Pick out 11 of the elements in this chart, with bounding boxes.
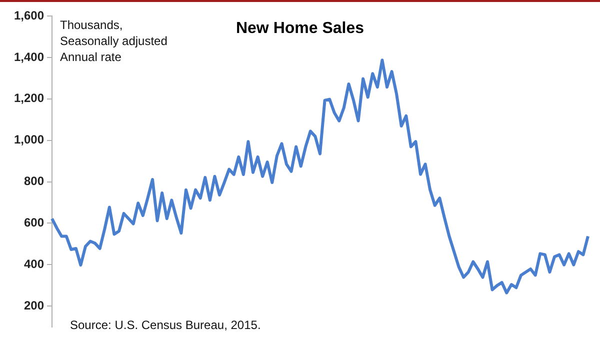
y-tick-label: 800	[24, 174, 44, 188]
chart-title: New Home Sales	[236, 20, 364, 37]
y-tick-label: 1,400	[14, 50, 44, 64]
y-tick-label: 1,200	[14, 91, 44, 106]
y-tick-label: 400	[24, 256, 44, 271]
y-tick-label: 200	[24, 298, 44, 312]
y-tick-label: 1,000	[14, 132, 44, 147]
y-tick-label: 600	[24, 216, 44, 230]
annotation: Source: U.S. Census Bureau, 2015.	[70, 318, 261, 332]
y-axis-title: Thousands, Seasonally adjusted Annual rate	[60, 17, 168, 65]
y-tick-label: 1,600	[14, 8, 44, 22]
